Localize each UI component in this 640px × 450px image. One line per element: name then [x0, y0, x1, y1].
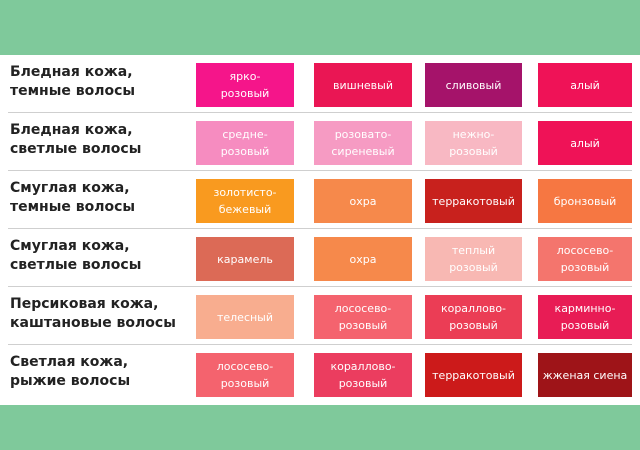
swatch-label-line: лососево-	[216, 360, 274, 373]
swatch-label-line: телесный	[216, 310, 274, 324]
row-label-line: темные волосы	[10, 83, 136, 99]
row-label-line: Светлая кожа,	[10, 354, 129, 370]
color-swatch: вишневый	[314, 63, 412, 107]
row-label-line: темные волосы	[10, 199, 136, 215]
color-swatch: охра	[314, 237, 412, 281]
swatch-label-line: теплый	[451, 244, 496, 257]
table-row: Смуглая кожа, светлые волосы карамель ох…	[0, 229, 640, 287]
swatch-label-line: терракотовый	[432, 194, 515, 208]
swatch-label-line: сливовый	[445, 78, 502, 92]
swatch-label-line: нежно-	[452, 128, 495, 141]
swatch-label-line: золотисто-	[213, 186, 277, 199]
row-divider	[8, 112, 632, 113]
swatch-label-line: бежевый	[218, 203, 272, 216]
color-swatch: лососево- розовый	[314, 295, 412, 339]
row-label: Бледная кожа, темные волосы	[10, 63, 190, 101]
swatch-label-line: розовый	[560, 261, 610, 274]
color-swatch: терракотовый	[425, 353, 522, 397]
row-label-line: рыжие волосы	[10, 373, 131, 389]
color-swatch: розовато- сиреневый	[314, 121, 412, 165]
color-swatch: лососево- розовый	[196, 353, 294, 397]
row-divider	[8, 170, 632, 171]
color-swatch: алый	[538, 63, 632, 107]
table-row: Бледная кожа, светлые волосы средне- роз…	[0, 113, 640, 171]
table-row: Персиковая кожа, каштановые волосы телес…	[0, 287, 640, 345]
swatch-label-line: охра	[349, 194, 377, 208]
row-label-line: Бледная кожа,	[10, 122, 133, 138]
swatch-label-line: розовый	[449, 319, 498, 332]
swatch-label-line: карминно-	[554, 302, 616, 315]
row-label-line: каштановые волосы	[10, 315, 176, 331]
color-swatch: нежно- розовый	[425, 121, 522, 165]
table-row: Светлая кожа, рыжие волосы лососево- роз…	[0, 345, 640, 403]
swatch-label-line: карамель	[217, 252, 273, 266]
color-swatch: карамель	[196, 237, 294, 281]
swatch-label-line: жженая сиена	[542, 368, 628, 382]
swatch-label-line: алый	[570, 136, 600, 150]
row-label: Светлая кожа, рыжие волосы	[10, 353, 190, 391]
swatch-label-line: ярко-	[229, 70, 261, 83]
color-swatch: бронзовый	[538, 179, 632, 223]
swatch-label-line: розовый	[338, 319, 388, 332]
swatch-label-line: терракотовый	[432, 368, 515, 382]
color-swatch: алый	[538, 121, 632, 165]
color-swatch: кораллово- розовый	[314, 353, 412, 397]
swatch-label-line: средне-	[222, 128, 268, 141]
color-swatch: лососево- розовый	[538, 237, 632, 281]
swatch-label-line: розовый	[449, 261, 498, 274]
swatch-label-line: лососево-	[334, 302, 392, 315]
color-swatch: кораллово- розовый	[425, 295, 522, 339]
row-divider	[8, 344, 632, 345]
row-label-line: Персиковая кожа,	[10, 296, 159, 312]
color-swatch: средне- розовый	[196, 121, 294, 165]
swatch-label-line: вишневый	[333, 78, 393, 92]
color-swatch: золотисто- бежевый	[196, 179, 294, 223]
swatch-label-line: сиреневый	[331, 145, 395, 158]
row-label: Смуглая кожа, светлые волосы	[10, 237, 190, 275]
color-swatch: телесный	[196, 295, 294, 339]
row-divider	[8, 228, 632, 229]
swatch-label-line: розовый	[338, 377, 388, 390]
swatch-label-line: розовый	[560, 319, 610, 332]
row-label-line: Смуглая кожа,	[10, 180, 130, 196]
swatch-label-line: розовый	[220, 377, 270, 390]
row-label-line: Смуглая кожа,	[10, 238, 130, 254]
color-swatch: терракотовый	[425, 179, 522, 223]
row-label-line: светлые волосы	[10, 257, 142, 273]
table-row: Смуглая кожа, темные волосы золотисто- б…	[0, 171, 640, 229]
color-swatch: жженая сиена	[538, 353, 632, 397]
swatch-label-line: розовый	[220, 145, 270, 158]
color-palette-table: Бледная кожа, темные волосы ярко- розовы…	[0, 55, 640, 405]
color-swatch: теплый розовый	[425, 237, 522, 281]
row-divider	[8, 286, 632, 287]
swatch-label-line: розовый	[449, 145, 498, 158]
swatch-label-line: бронзовый	[553, 194, 617, 208]
table-row: Бледная кожа, темные волосы ярко- розовы…	[0, 55, 640, 113]
swatch-label-line: охра	[349, 252, 377, 266]
color-swatch: охра	[314, 179, 412, 223]
swatch-label-line: лососево-	[556, 244, 614, 257]
color-swatch: карминно- розовый	[538, 295, 632, 339]
swatch-label-line: розовато-	[334, 128, 392, 141]
swatch-label-line: розовый	[220, 87, 270, 100]
row-label: Смуглая кожа, темные волосы	[10, 179, 190, 217]
swatch-label-line: алый	[570, 78, 600, 92]
row-label-line: Бледная кожа,	[10, 64, 133, 80]
row-label-line: светлые волосы	[10, 141, 142, 157]
swatch-label-line: кораллово-	[440, 302, 507, 315]
color-swatch: ярко- розовый	[196, 63, 294, 107]
swatch-label-line: кораллово-	[330, 360, 396, 373]
row-label: Персиковая кожа, каштановые волосы	[10, 295, 190, 333]
row-label: Бледная кожа, светлые волосы	[10, 121, 190, 159]
color-swatch: сливовый	[425, 63, 522, 107]
